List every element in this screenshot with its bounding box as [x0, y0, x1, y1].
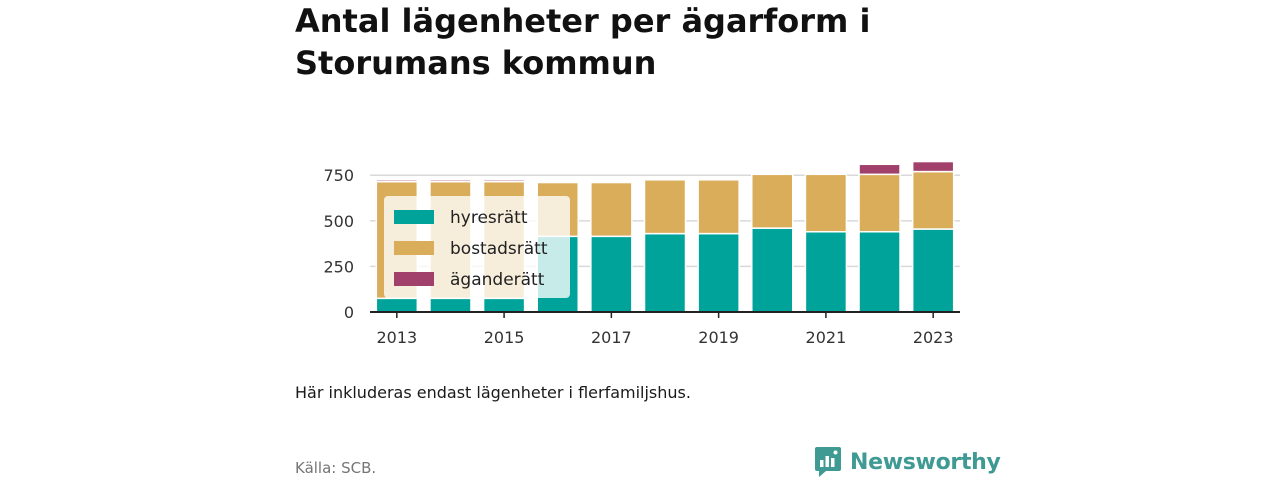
stacked-bar-chart: 0 250 500 750 2013 2015 2017 2019 2021 2023 hyre…: [323, 160, 960, 347]
legend-label: äganderätt: [450, 270, 545, 290]
source-text: Källa: SCB.: [295, 459, 377, 477]
y-axis-ticks: 0 250 500 750: [323, 166, 354, 322]
bar-bostadsrätt-2017: [590, 181, 633, 238]
bar-äganderätt-2023: [911, 160, 955, 173]
chart-title: Antal lägenheter per ägarform i Storuman…: [295, 2, 871, 82]
legend-swatch-bostadsrätt: [394, 241, 434, 255]
bar-äganderätt-2015: [482, 179, 526, 183]
legend-swatch-hyresrätt: [394, 210, 434, 224]
legend-label: bostadsrätt: [450, 239, 548, 259]
bar-hyresrätt-2022: [858, 231, 901, 313]
x-axis-ticks: 2013 2015 2017 2019 2021 2023: [376, 312, 954, 347]
bar-hyresrätt-2018: [643, 232, 687, 313]
y-tick-label: 500: [323, 212, 354, 231]
newsworthy-logo-icon: [815, 447, 841, 477]
bar-hyresrätt-2014: [429, 297, 472, 313]
bar-hyresrätt-2017: [590, 235, 633, 313]
bar-bostadsrätt-2019: [697, 179, 740, 235]
bar-hyresrätt-2021: [804, 231, 848, 313]
bar-hyresrätt-2019: [697, 232, 740, 313]
bar-äganderätt-2013: [375, 179, 419, 183]
y-tick-label: 750: [323, 166, 354, 185]
y-tick-label: 0: [344, 303, 354, 322]
legend-label: hyresrätt: [450, 208, 528, 228]
legend: hyresrätt bostadsrätt äganderätt: [384, 196, 570, 298]
bar-bostadsrätt-2022: [858, 173, 901, 233]
bar-bostadsrätt-2023: [911, 170, 955, 230]
bar-bostadsrätt-2018: [643, 179, 687, 235]
x-tick-label: 2021: [806, 328, 847, 347]
y-tick-label: 250: [323, 257, 354, 276]
x-tick-label: 2023: [913, 328, 954, 347]
bar-äganderätt-2014: [429, 179, 472, 183]
bar-bostadsrätt-2021: [804, 173, 848, 233]
brand: Newsworthy: [814, 446, 1001, 478]
bar-hyresrätt-2013: [375, 297, 419, 313]
bar-hyresrätt-2020: [751, 227, 794, 313]
x-tick-label: 2013: [376, 328, 417, 347]
x-tick-label: 2019: [698, 328, 739, 347]
x-tick-label: 2017: [591, 328, 632, 347]
bar-äganderätt-2022: [858, 163, 901, 176]
bar-bostadsrätt-2020: [751, 173, 794, 229]
chart-note: Här inkluderas endast lägenheter i flerf…: [295, 383, 691, 402]
x-tick-label: 2015: [484, 328, 525, 347]
bar-hyresrätt-2023: [911, 228, 955, 313]
brand-name: Newsworthy: [850, 449, 1001, 475]
legend-swatch-äganderätt: [394, 272, 434, 286]
bar-hyresrätt-2015: [482, 297, 526, 313]
